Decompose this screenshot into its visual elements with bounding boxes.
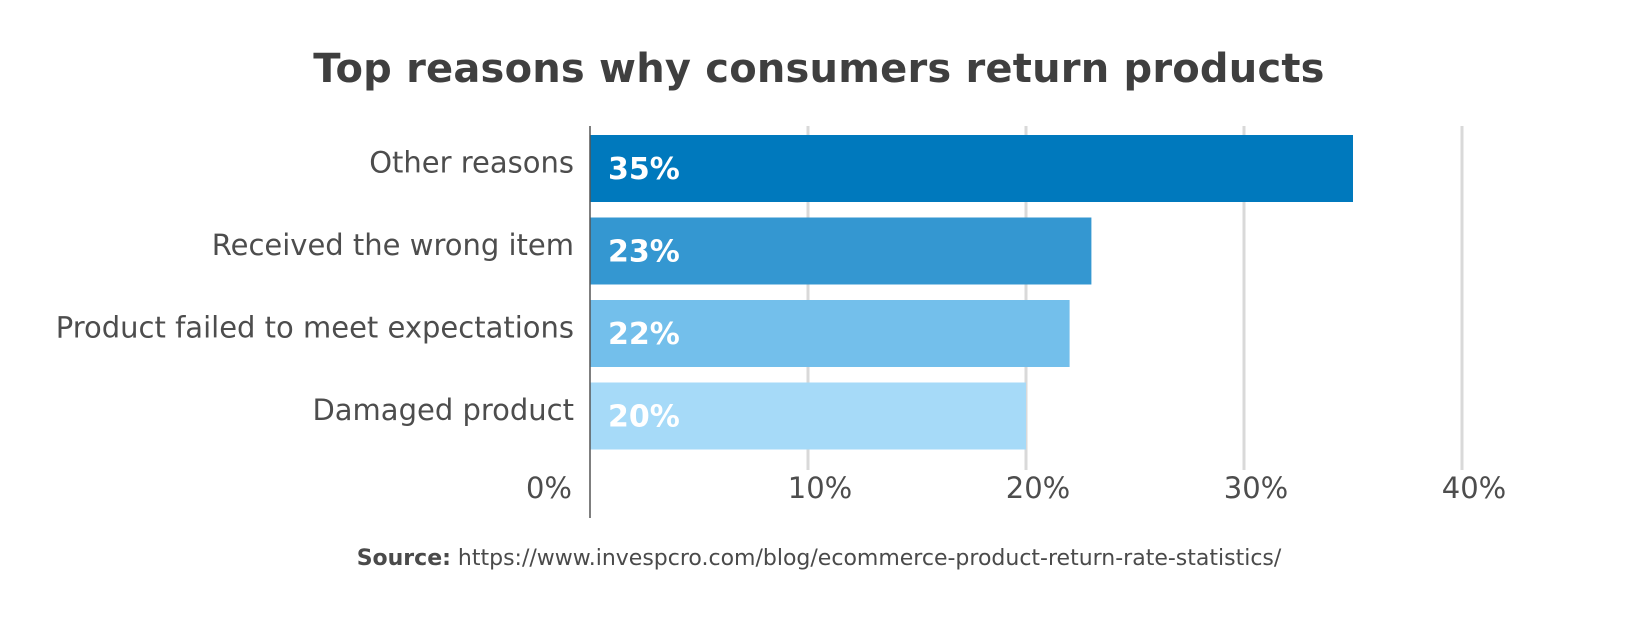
category-labels: Other reasons Received the wrong item Prod… — [56, 146, 574, 428]
data-label: 20% — [608, 400, 680, 435]
x-tick-labels: 0% 10% 20% 30% 40% — [526, 471, 1506, 505]
chart-title: Top reasons why consumers return product… — [313, 46, 1325, 92]
data-label: 22% — [608, 317, 680, 352]
x-tick-label: 30% — [1224, 471, 1288, 505]
bar — [590, 217, 1092, 285]
source-url[interactable]: https://www.invespcro.com/blog/ecommerce… — [457, 546, 1282, 571]
data-labels: 35% 23% 22% 20% — [608, 152, 680, 435]
category-label: Damaged product — [312, 393, 574, 427]
bar — [590, 382, 1026, 450]
category-label: Product failed to meet expectations — [56, 311, 574, 345]
category-label: Other reasons — [369, 146, 574, 180]
x-tick-label: 10% — [788, 471, 852, 505]
bar — [590, 135, 1353, 202]
category-label: Received the wrong item — [212, 228, 574, 262]
x-tick-label: 0% — [526, 471, 572, 505]
source-note: Source: https://www.invespcro.com/blog/e… — [0, 546, 1638, 571]
source-label: Source: — [356, 546, 451, 571]
data-label: 35% — [608, 152, 680, 187]
x-tick-label: 20% — [1006, 471, 1070, 505]
x-tick-label: 40% — [1442, 471, 1506, 505]
bars — [590, 135, 1353, 450]
bar — [590, 300, 1070, 367]
data-label: 23% — [608, 235, 680, 270]
